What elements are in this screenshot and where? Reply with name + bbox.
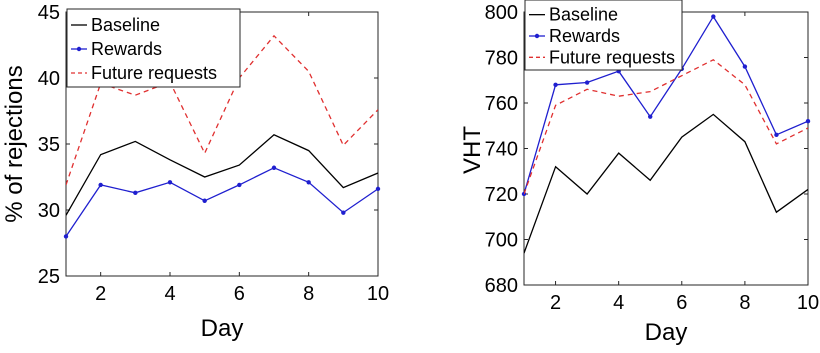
x-tick-label: 6: [676, 292, 687, 314]
x-tick-label: 10: [797, 292, 819, 314]
y-tick-label: 760: [485, 93, 518, 115]
x-tick-label: 4: [164, 283, 175, 305]
x-tick-label: 2: [95, 283, 106, 305]
x-tick-label: 8: [303, 283, 314, 305]
x-axis-label: Day: [201, 315, 244, 342]
y-axis-label: % of rejections: [1, 65, 28, 222]
x-tick-label: 8: [739, 292, 750, 314]
legend-label: Rewards: [549, 26, 620, 46]
legend-marker: [76, 46, 82, 52]
data-point-rewards: [805, 119, 811, 124]
data-point-rewards: [271, 165, 277, 170]
series-line-baseline: [66, 134, 378, 216]
legend-box: [66, 8, 241, 88]
data-point-rewards: [774, 132, 779, 138]
y-tick-label: 40: [38, 68, 60, 90]
data-point-rewards: [711, 14, 716, 19]
series-line-rewards: [524, 15, 808, 195]
y-axis-label: VHT: [459, 126, 486, 174]
y-tick-label: 740: [485, 139, 518, 161]
x-axis-label: Day: [645, 319, 688, 346]
y-tick-label: 800: [485, 2, 518, 24]
data-point-rewards: [648, 114, 653, 119]
y-tick-label: 780: [485, 48, 518, 70]
data-point-rewards: [63, 234, 69, 239]
legend-label: Baseline: [549, 5, 618, 25]
legend: Baseline Rewards Future requests: [66, 8, 241, 88]
legend-box: [524, 0, 683, 71]
y-tick-label: 720: [485, 184, 518, 206]
x-tick-label: 2: [550, 292, 561, 314]
data-point-rewards: [98, 182, 103, 188]
data-point-rewards: [167, 180, 173, 185]
series-line-baseline: [524, 113, 808, 254]
legend-label: Baseline: [91, 15, 160, 35]
y-tick-label: 680: [485, 275, 518, 297]
data-point-rewards: [202, 198, 207, 203]
series-line-rewards: [66, 167, 378, 237]
legend-label: Rewards: [91, 39, 162, 59]
y-tick-label: 25: [38, 266, 60, 288]
data-point-rewards: [375, 186, 381, 192]
data-point-rewards: [341, 210, 346, 215]
chart-2: 2 4 6 8 10 680 700 720 740 760 780 800 Day VHT Baselin…: [459, 0, 819, 346]
series-line-future-requests: [66, 34, 378, 186]
chart-1: 2 4 6 8 10 25 30 35 40 45 Day % of rejections Baseli…: [1, 2, 389, 342]
data-point-rewards: [742, 64, 748, 69]
x-tick-label: 10: [367, 283, 389, 305]
y-tick-label: 30: [38, 200, 60, 222]
x-tick-label: 4: [613, 292, 624, 314]
data-point-rewards: [553, 82, 558, 88]
legend-label: Future requests: [549, 47, 675, 67]
series-line-future-requests: [524, 59, 808, 195]
data-point-rewards: [237, 182, 242, 188]
legend-label: Future requests: [91, 63, 217, 83]
x-tick-label: 6: [234, 283, 245, 305]
legend-marker: [534, 33, 540, 39]
y-tick-label: 700: [485, 230, 518, 252]
data-point-rewards: [584, 80, 590, 85]
data-point-rewards: [133, 190, 138, 196]
y-tick-label: 45: [38, 2, 60, 24]
data-point-rewards: [306, 180, 311, 185]
y-tick-label: 35: [38, 134, 60, 156]
